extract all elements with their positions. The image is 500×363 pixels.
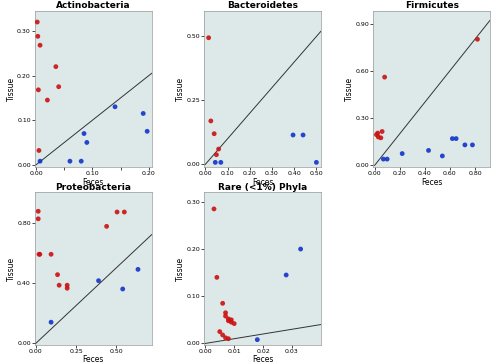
Point [374, 130, 382, 136]
Y-axis label: Tissue: Tissue [6, 257, 16, 281]
Point [267, 3, 275, 9]
Point [35, 251, 43, 257]
Point [118, 286, 126, 292]
Point [448, 136, 456, 142]
Point [230, 321, 238, 326]
Point [111, 104, 119, 110]
Title: Actinobacteria: Actinobacteria [56, 1, 130, 10]
Y-axis label: Tissue: Tissue [6, 77, 16, 101]
Point [94, 278, 102, 284]
Point [398, 151, 406, 156]
Point [377, 135, 385, 141]
Point [54, 272, 62, 278]
Point [34, 33, 42, 39]
Point [299, 132, 307, 138]
Point [134, 266, 142, 272]
Point [474, 36, 482, 42]
Point [120, 209, 128, 215]
Point [83, 139, 91, 145]
Point [66, 158, 74, 164]
X-axis label: Feces: Feces [252, 355, 273, 363]
Point [216, 329, 224, 335]
Point [210, 131, 218, 136]
X-axis label: Feces: Feces [82, 355, 104, 363]
Point [461, 142, 469, 148]
Point [212, 152, 220, 158]
Point [254, 337, 262, 343]
Point [296, 246, 304, 252]
Point [438, 153, 446, 159]
Y-axis label: Tissue: Tissue [176, 257, 185, 281]
Point [210, 206, 218, 212]
Point [222, 313, 230, 319]
Point [228, 317, 235, 323]
Point [289, 132, 297, 138]
Point [383, 156, 391, 162]
Point [34, 216, 42, 222]
Point [204, 35, 212, 41]
Point [218, 301, 226, 306]
Point [374, 134, 382, 140]
X-axis label: Feces: Feces [252, 178, 273, 187]
Point [139, 111, 147, 117]
Point [63, 282, 71, 288]
Point [222, 335, 230, 340]
Point [47, 319, 55, 325]
Point [54, 84, 62, 90]
Point [222, 310, 230, 316]
Point [217, 159, 225, 165]
Point [424, 147, 432, 153]
Title: Proteobacteria: Proteobacteria [56, 183, 132, 192]
Point [143, 129, 151, 134]
Point [380, 74, 388, 80]
Point [77, 158, 85, 164]
Point [372, 132, 380, 138]
Point [36, 251, 44, 257]
Point [52, 64, 60, 70]
Point [207, 118, 215, 124]
Point [102, 224, 110, 229]
Point [80, 131, 88, 136]
Point [47, 251, 55, 257]
Point [44, 97, 52, 103]
Y-axis label: Tissue: Tissue [176, 77, 185, 101]
Point [224, 336, 232, 342]
Point [213, 274, 221, 280]
Point [224, 316, 232, 322]
Point [218, 332, 226, 338]
Point [35, 148, 43, 154]
Point [224, 318, 232, 324]
Point [214, 146, 222, 152]
Point [63, 285, 71, 291]
X-axis label: Feces: Feces [82, 178, 104, 187]
Point [113, 209, 121, 215]
Title: Firmicutes: Firmicutes [404, 1, 458, 10]
Point [228, 319, 235, 325]
Point [212, 159, 220, 165]
Point [452, 136, 460, 142]
Title: Bacteroidetes: Bacteroidetes [227, 1, 298, 10]
Point [34, 87, 42, 93]
Point [312, 159, 320, 165]
X-axis label: Feces: Feces [421, 178, 442, 187]
Point [468, 142, 476, 148]
Point [55, 282, 63, 288]
Title: Rare (<1%) Phyla: Rare (<1%) Phyla [218, 183, 307, 192]
Point [34, 19, 42, 25]
Point [36, 158, 44, 164]
Point [34, 208, 42, 214]
Point [378, 129, 386, 134]
Point [36, 42, 44, 48]
Y-axis label: Tissue: Tissue [345, 77, 354, 101]
Point [282, 272, 290, 278]
Point [380, 156, 388, 162]
